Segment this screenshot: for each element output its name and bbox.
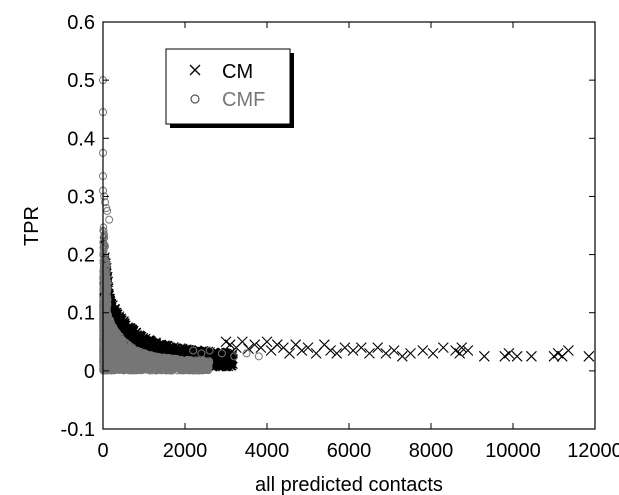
cm-cloud-marker	[211, 358, 220, 366]
cm-cloud-marker	[140, 338, 148, 346]
cm-cloud-marker	[215, 364, 224, 372]
cm-cloud-marker	[222, 348, 231, 356]
cm-cloud-marker	[223, 361, 231, 369]
cm-cloud-marker	[120, 325, 128, 333]
cm-cloud-marker	[220, 349, 228, 357]
dense-marker-cloud	[99, 223, 238, 375]
cm-cloud-marker	[203, 350, 211, 358]
cm-cloud-marker	[129, 326, 137, 334]
cm-cloud-marker	[114, 309, 122, 317]
cm-cloud-marker	[120, 323, 129, 331]
cm-cloud-marker	[169, 345, 178, 354]
cm-cloud-marker	[146, 340, 155, 349]
cm-cloud-marker	[153, 340, 161, 348]
cm-cloud-marker	[158, 346, 166, 354]
cm-cloud-marker	[172, 345, 181, 354]
cm-cloud-marker	[141, 337, 150, 345]
cm-cloud-marker	[133, 327, 141, 335]
cm-cloud-marker	[122, 320, 130, 328]
cm-cloud-marker	[134, 333, 142, 341]
cm-cloud-marker	[182, 344, 191, 352]
cm-cloud-marker	[229, 363, 237, 371]
cm-cloud-marker	[122, 318, 130, 326]
